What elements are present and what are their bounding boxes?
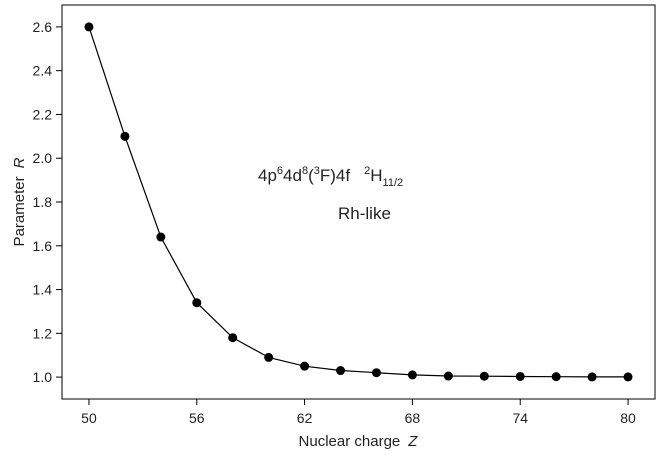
x-tick-label: 56 <box>189 410 205 426</box>
data-point <box>228 333 238 343</box>
data-point <box>515 371 525 381</box>
annotation-configuration: 4p64d8(3F)4f 2H11/2 <box>258 165 403 189</box>
y-tick-label: 1.0 <box>33 369 53 385</box>
x-axis-symbol: Z <box>407 433 418 450</box>
axis-tick-labels: 50 56 62 68 74 80 1.0 1.2 1.4 1.6 1.8 2.0 2.2 2.4 2.6 <box>33 19 637 426</box>
x-axis-title: Nuclear charge Z <box>299 433 419 450</box>
data-point <box>336 366 346 376</box>
data-points <box>84 22 633 382</box>
y-tick-label: 2.0 <box>33 150 53 166</box>
plot-frame <box>61 4 656 400</box>
y-tick-label: 1.6 <box>33 238 53 254</box>
y-axis-label: Parameter <box>11 176 28 246</box>
y-tick-label: 1.2 <box>33 325 53 341</box>
data-point <box>587 372 597 382</box>
x-axis-label: Nuclear charge <box>299 433 401 450</box>
y-tick-label: 1.4 <box>33 282 53 298</box>
y-axis-title: Parameter R <box>11 157 28 246</box>
x-tick-label: 68 <box>405 410 421 426</box>
x-tick-label: 74 <box>512 410 528 426</box>
y-tick-label: 2.6 <box>33 19 53 35</box>
data-point <box>371 368 381 378</box>
y-axis-symbol: R <box>11 157 28 168</box>
data-point <box>623 372 633 382</box>
annotation-sequence: Rh-like <box>338 204 391 223</box>
data-point <box>443 371 453 381</box>
data-point <box>84 22 94 32</box>
data-point <box>156 232 166 242</box>
data-point <box>551 372 561 382</box>
data-point <box>479 371 489 381</box>
series-line <box>88 26 628 378</box>
y-tick-label: 1.8 <box>33 194 53 210</box>
y-tick-label: 2.4 <box>33 63 53 79</box>
data-point <box>407 370 417 380</box>
y-tick-label: 2.2 <box>33 106 53 122</box>
x-tick-label: 80 <box>620 410 636 426</box>
x-tick-label: 62 <box>297 410 313 426</box>
data-point <box>300 361 310 371</box>
data-point <box>192 298 202 308</box>
x-tick-label: 50 <box>81 410 97 426</box>
data-point <box>120 131 130 141</box>
data-point <box>264 352 274 362</box>
axis-ticks <box>56 26 629 405</box>
